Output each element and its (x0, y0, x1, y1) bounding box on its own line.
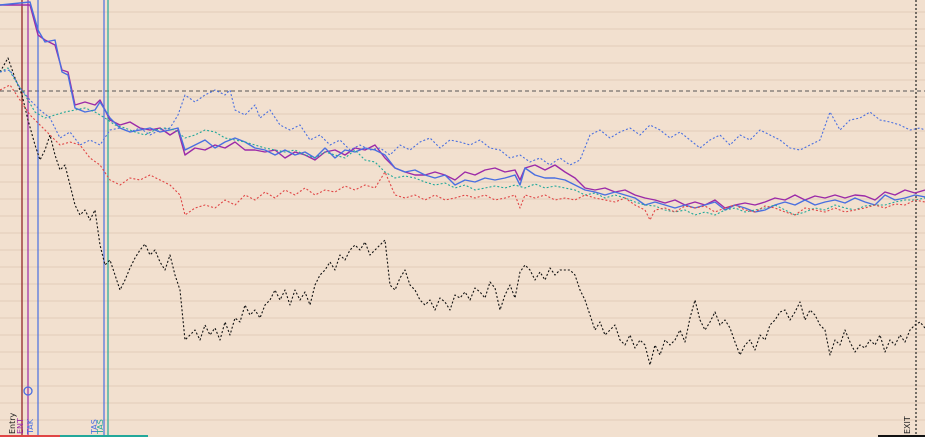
vertical-markers (21, 0, 917, 437)
marker-label-3: TAS (90, 419, 99, 435)
marker-label-0: Entry (8, 412, 17, 434)
marker-label-1: ENT (16, 418, 25, 434)
gridlines (0, 11, 925, 421)
series-line-1 (0, 4, 925, 209)
series-line-3 (0, 67, 925, 216)
series-lines (0, 1, 925, 366)
series-line-2 (0, 1, 925, 213)
entry-circle-marker (23, 386, 33, 396)
marker-label-5: EXIT (903, 416, 912, 434)
series-line-4 (0, 69, 925, 166)
marker-label-2: TAK (26, 418, 35, 435)
marker-label-4: TAS (96, 419, 105, 435)
